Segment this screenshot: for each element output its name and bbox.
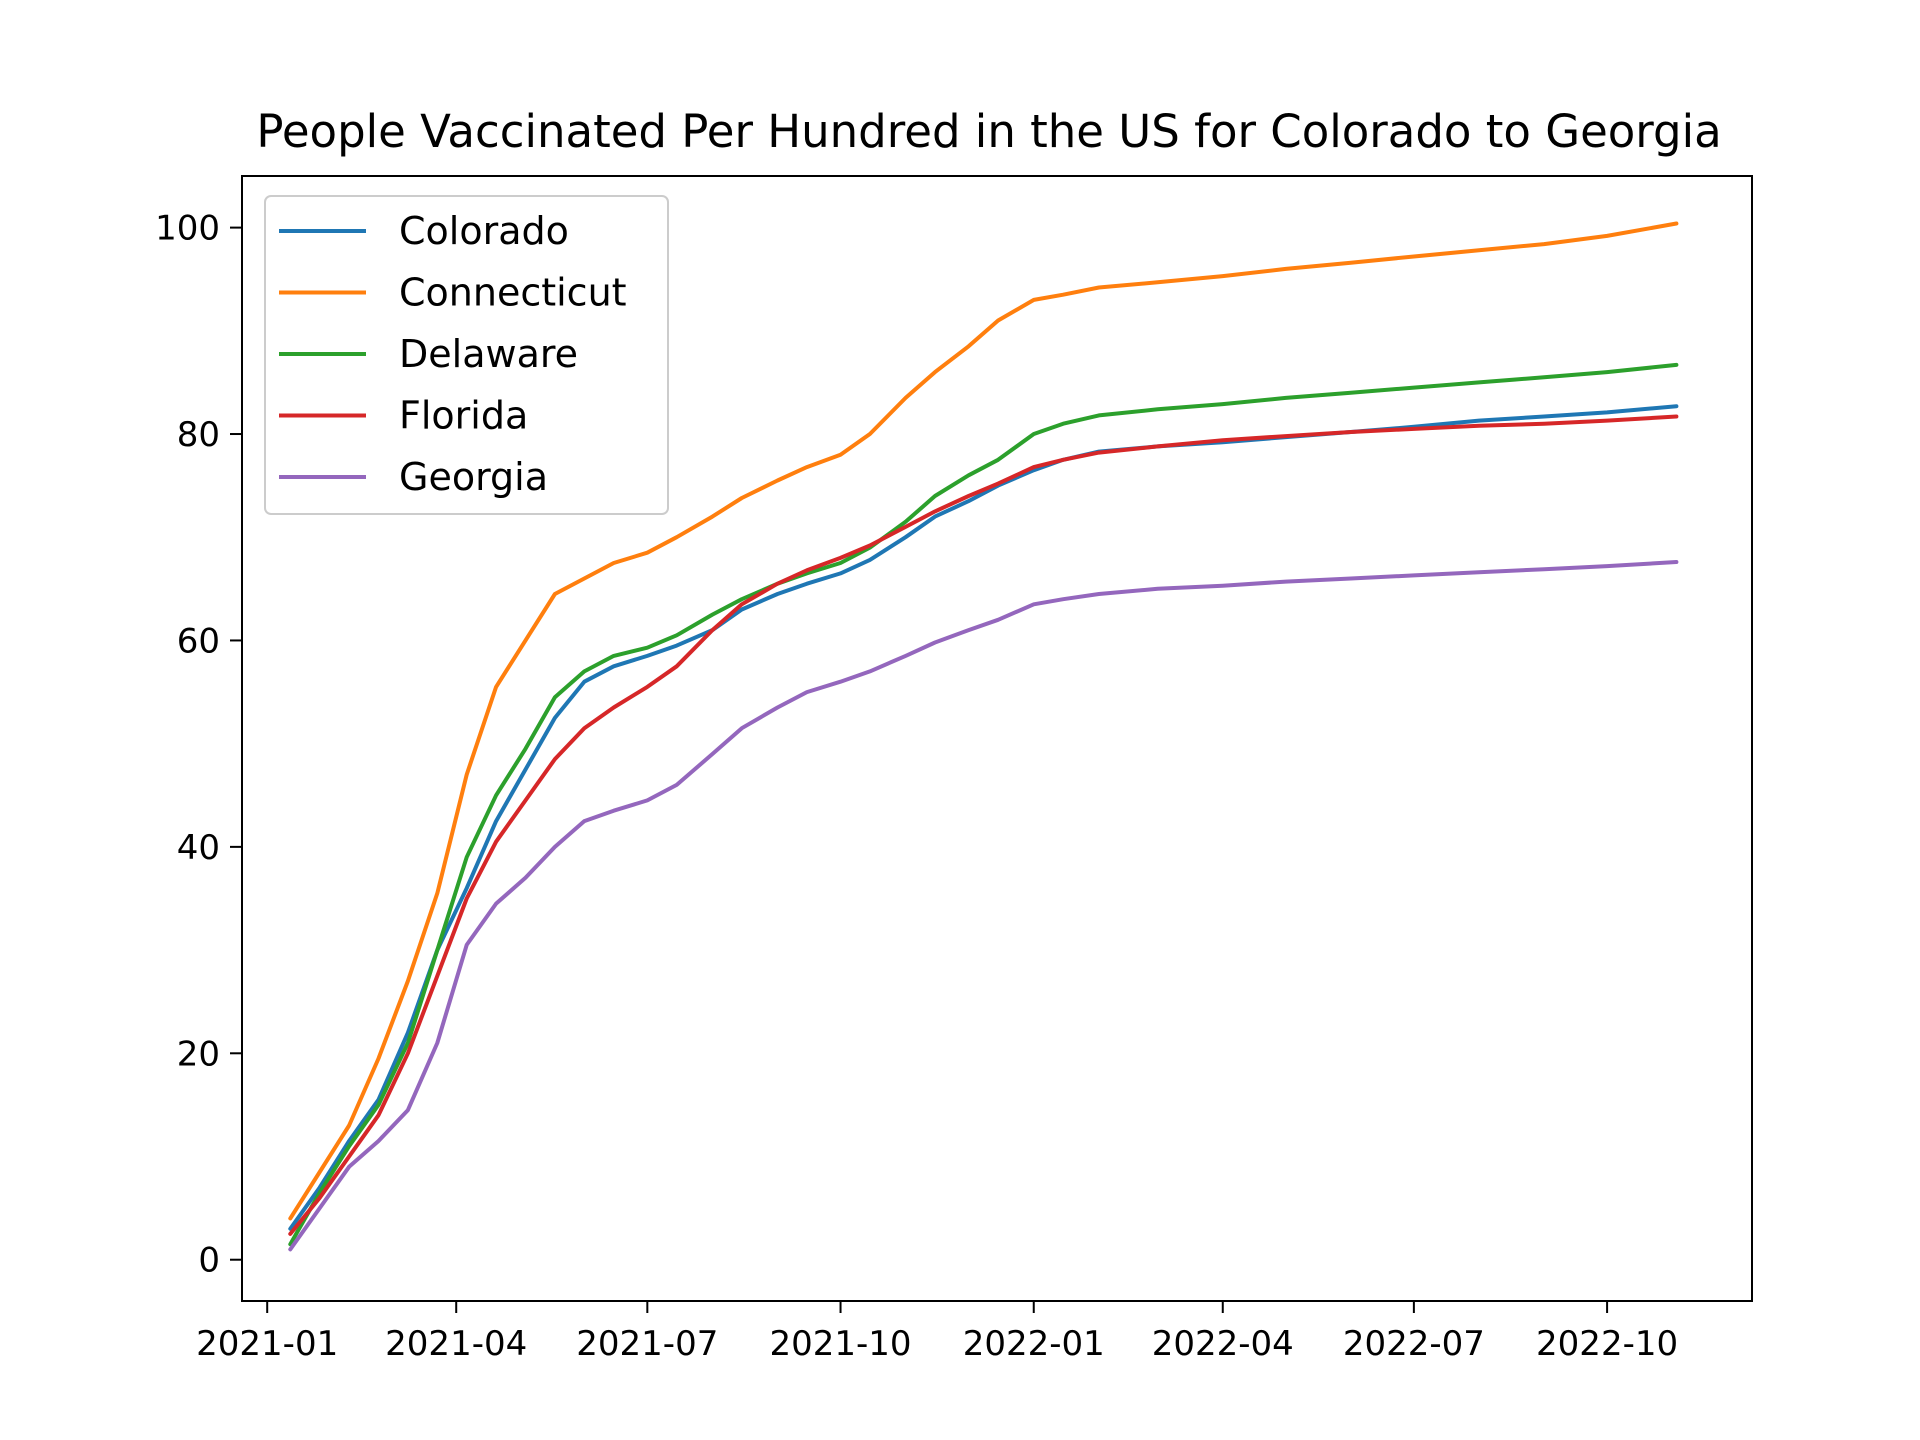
plot-frame [241,175,1753,1302]
y-tick-label: 100 [155,209,220,249]
y-axis: 0 20 40 60 80 100 [155,209,242,1281]
x-tick-label: 2022-10 [1536,1324,1678,1364]
y-tick-label: 40 [177,828,220,868]
x-tick-label: 2022-01 [963,1324,1105,1364]
legend-label-florida: Florida [399,394,528,438]
y-tick-label: 80 [177,415,220,455]
series-line-connecticut [288,221,1679,1221]
x-tick-label: 2021-01 [196,1324,338,1364]
x-axis: 2021-01 2021-04 2021-07 2021-10 2022-01 2022-… [196,1301,1678,1364]
legend-label-connecticut: Connecticut [399,271,627,315]
y-tick-label: 0 [198,1241,220,1281]
legend-label-georgia: Georgia [399,455,548,499]
series-layer [288,221,1679,1252]
chart-title: People Vaccinated Per Hundred in the US … [256,105,1721,158]
x-tick-label: 2021-07 [576,1324,718,1364]
y-tick-label: 60 [177,621,220,661]
legend: Colorado Connecticut Delaware Florida Georgi… [264,195,669,515]
y-tick-label: 20 [177,1034,220,1074]
legend-label-delaware: Delaware [399,332,578,376]
series-line-georgia [288,560,1679,1252]
series-line-florida [288,414,1679,1236]
x-tick-label: 2021-10 [770,1324,912,1364]
x-tick-label: 2022-07 [1343,1324,1485,1364]
series-line-delaware [288,362,1679,1247]
legend-box [264,195,669,515]
x-tick-label: 2021-04 [385,1324,527,1364]
legend-label-colorado: Colorado [399,209,569,253]
x-tick-label: 2022-04 [1152,1324,1294,1364]
